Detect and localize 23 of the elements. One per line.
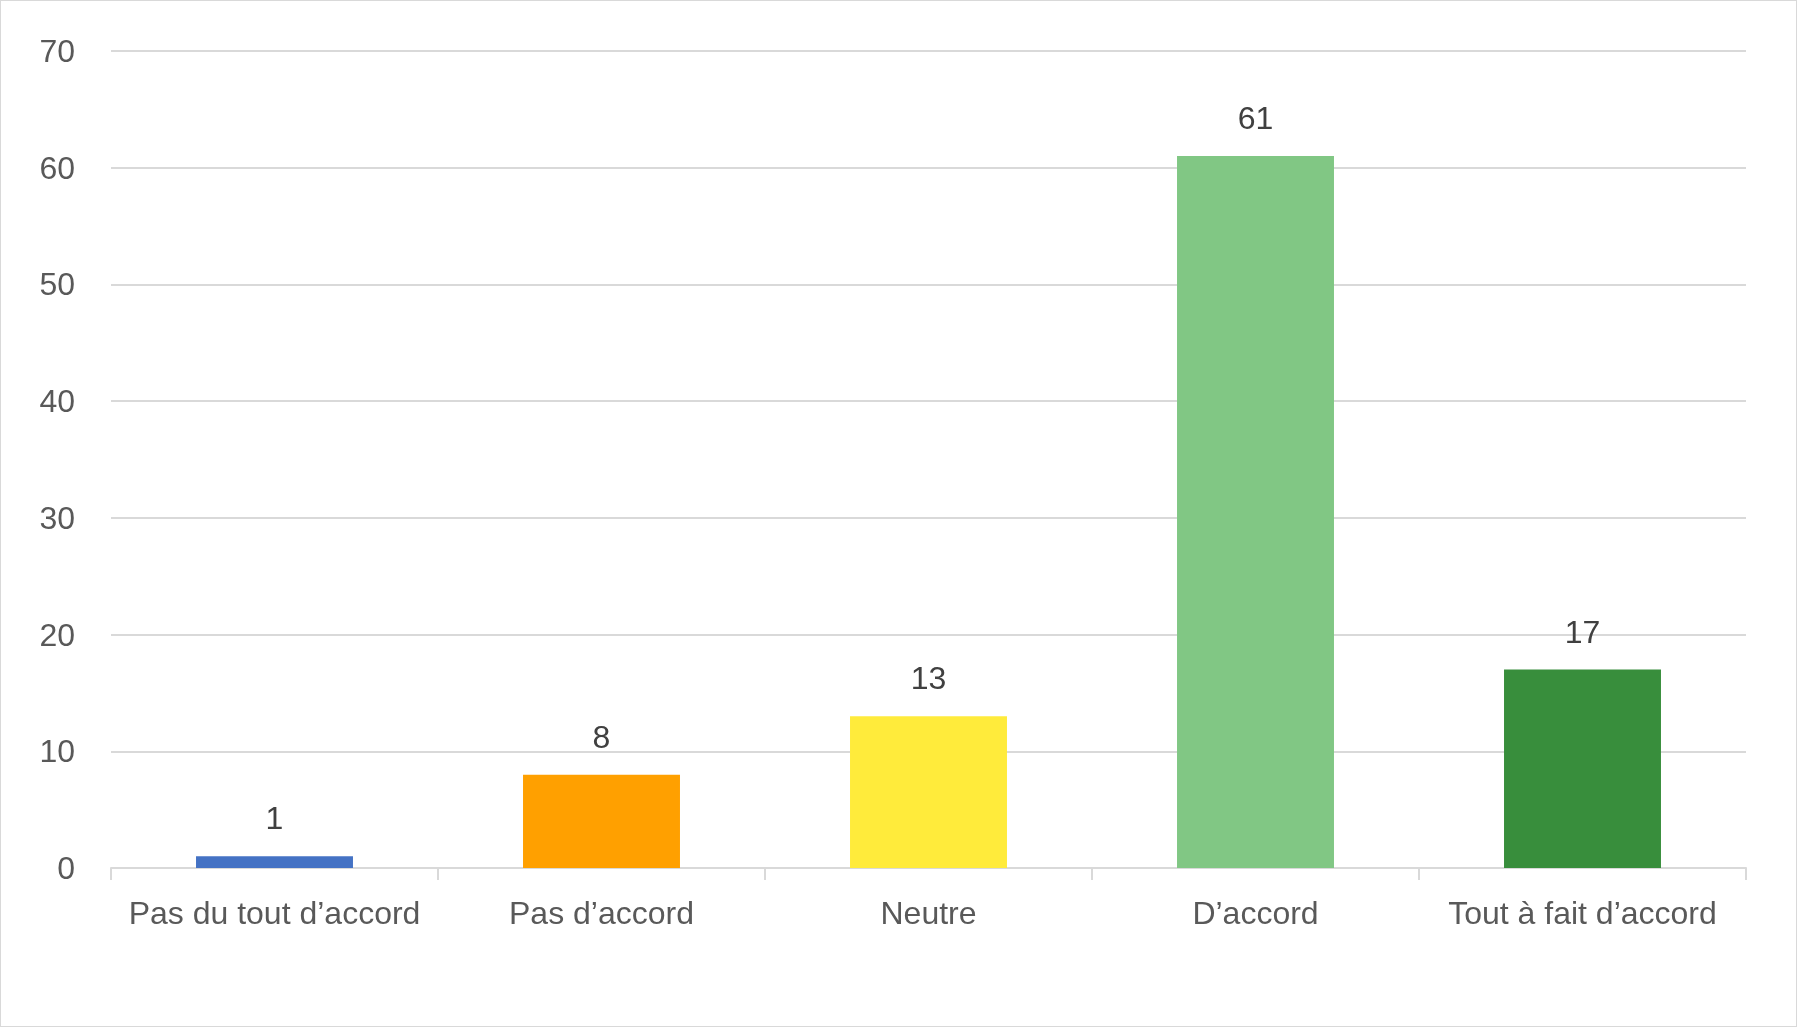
y-tick-label: 30 — [39, 499, 75, 536]
y-tick-label: 40 — [39, 383, 75, 420]
data-label: 61 — [1237, 100, 1274, 137]
y-tick-label: 50 — [39, 266, 75, 303]
bar — [1504, 669, 1661, 868]
data-label: 17 — [1564, 613, 1601, 650]
data-label: 8 — [592, 718, 611, 755]
y-tick-label: 0 — [57, 850, 75, 886]
bar — [196, 856, 353, 868]
x-tick-label: Tout à fait d’accord — [1448, 895, 1717, 931]
y-tick-label: 10 — [39, 733, 75, 770]
y-tick-label: 60 — [39, 149, 75, 186]
x-tick-label: Neutre — [880, 895, 977, 931]
data-label: 13 — [910, 660, 947, 697]
x-tick-label: D’accord — [1192, 895, 1319, 931]
x-tick-label: Pas d’accord — [509, 895, 694, 931]
bar — [523, 774, 680, 868]
data-label: 1 — [265, 800, 284, 837]
bar — [1177, 156, 1334, 868]
x-tick-label: Pas du tout d’accord — [128, 895, 421, 931]
y-tick-label: 20 — [39, 616, 75, 653]
y-tick-label: 70 — [39, 33, 75, 69]
bar — [850, 716, 1007, 868]
